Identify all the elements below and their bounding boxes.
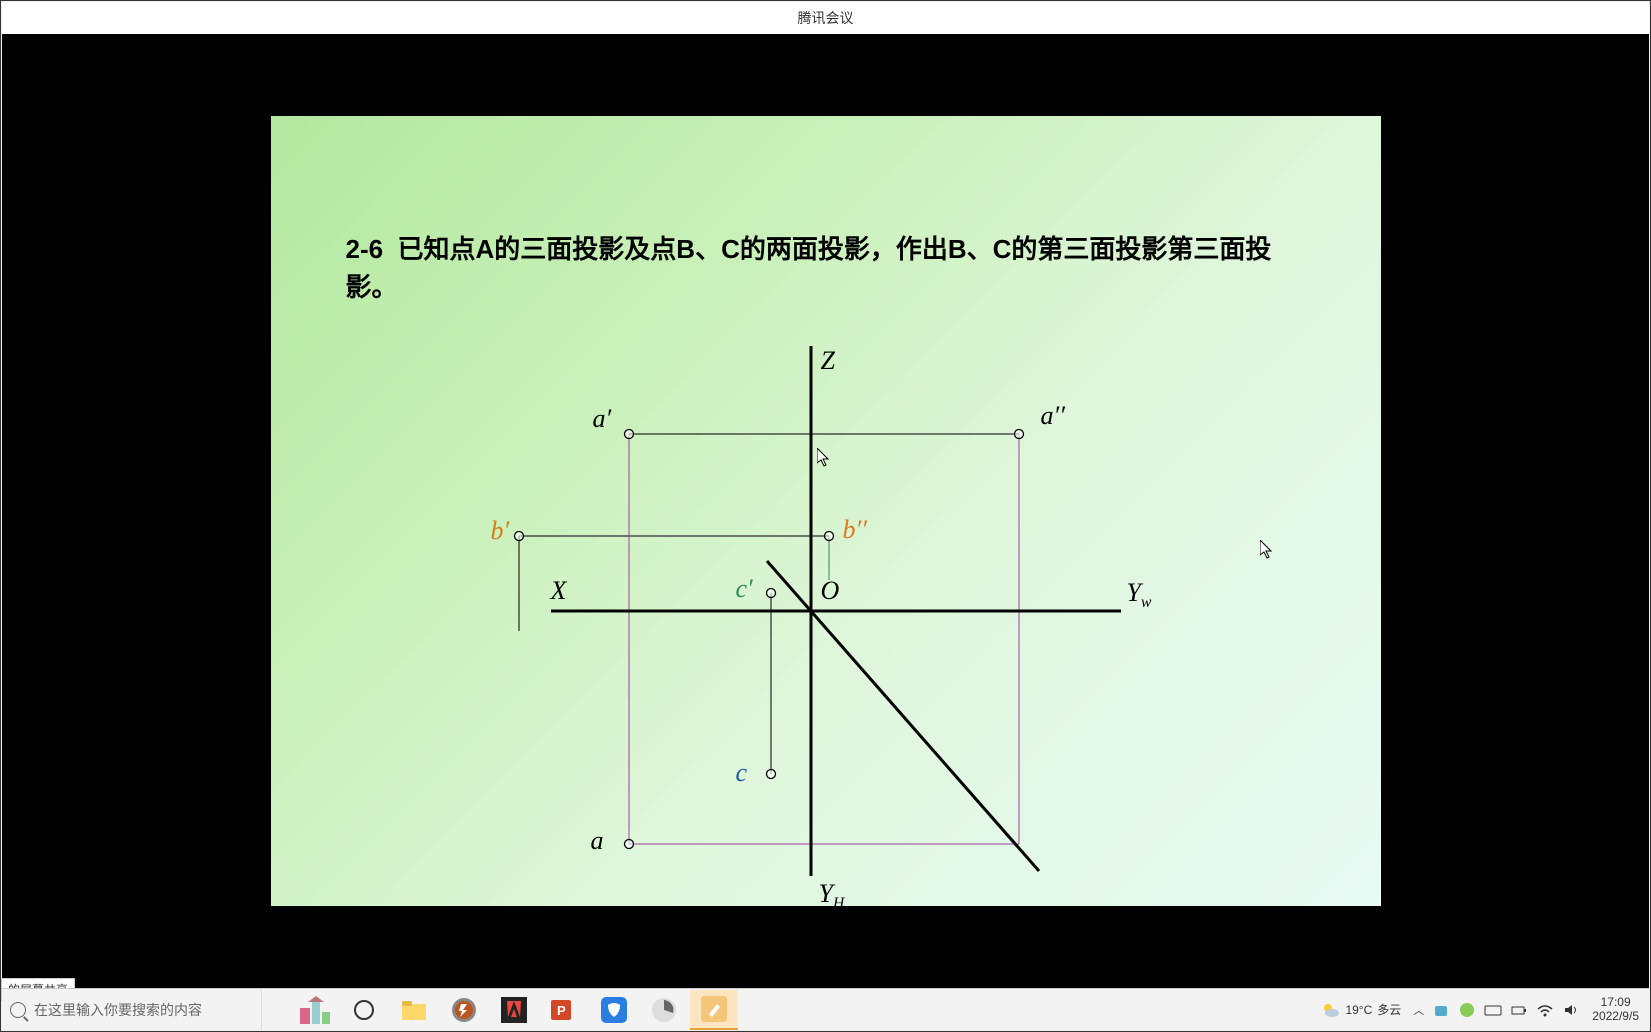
task-icons: P <box>290 989 738 1030</box>
notes-icon[interactable] <box>690 990 738 1030</box>
cursor-icon <box>817 448 831 468</box>
label-Z: Z <box>821 346 835 376</box>
label-a_dprime: a′′ <box>1041 401 1065 431</box>
label-c_prime: c′ <box>736 574 753 604</box>
projection-diagram: ZXOYwYHa′a′′ab′b′′c′c <box>531 316 1171 896</box>
svg-text:P: P <box>557 1003 566 1018</box>
weather-widget[interactable]: 19°C 多云 <box>1320 1000 1401 1020</box>
wifi-icon[interactable] <box>1536 1001 1554 1019</box>
clock[interactable]: 17:09 2022/9/5 <box>1592 996 1639 1024</box>
explorer-icon[interactable] <box>390 990 438 1030</box>
chevron-up-icon[interactable]: ︿ <box>1413 1002 1424 1018</box>
weather-cond: 多云 <box>1377 1001 1401 1018</box>
tray-icon-2[interactable] <box>1458 1001 1476 1019</box>
clock-date: 2022/9/5 <box>1592 1010 1639 1024</box>
label-c: c <box>736 758 748 788</box>
search-box[interactable]: 在这里输入你要搜索的内容 <box>2 990 262 1030</box>
search-placeholder: 在这里输入你要搜索的内容 <box>34 1000 202 1020</box>
question-text: 2-6 已知点A的三面投影及点B、C的两面投影，作出B、C的第三面投影第三面投影… <box>346 231 1321 306</box>
clock-time: 17:09 <box>1592 996 1639 1010</box>
meeting-icon[interactable] <box>590 990 638 1030</box>
label-b_prime: b′ <box>491 516 510 546</box>
label-a: a <box>591 826 604 856</box>
app-title: 腾讯会议 <box>798 8 854 28</box>
battery-icon[interactable] <box>1510 1001 1528 1019</box>
volume-icon[interactable] <box>1562 1001 1580 1019</box>
label-Yw: Yw <box>1127 578 1152 612</box>
tray-icon-1[interactable] <box>1432 1001 1450 1019</box>
taskbar-app-icon[interactable] <box>290 990 338 1030</box>
powerpoint-icon[interactable]: P <box>540 990 588 1030</box>
cursor-icon <box>1260 540 1274 560</box>
diagram-svg <box>531 316 1171 896</box>
slide: 2-6 已知点A的三面投影及点B、C的两面投影，作出B、C的第三面投影第三面投影… <box>271 116 1381 906</box>
search-icon <box>10 1002 26 1018</box>
question-prefix: 2-6 <box>346 234 384 264</box>
keyboard-icon[interactable] <box>1484 1001 1502 1019</box>
weather-icon <box>1320 1000 1340 1020</box>
weather-temp: 19°C <box>1345 1003 1372 1017</box>
content-area: 2-6 已知点A的三面投影及点B、C的两面投影，作出B、C的第三面投影第三面投影… <box>2 34 1649 988</box>
system-tray: 19°C 多云 ︿ 17:09 2022/9/5 <box>1320 989 1649 1030</box>
label-b_dprime: b′′ <box>843 515 867 545</box>
app-icon-2[interactable] <box>640 990 688 1030</box>
adobe-icon[interactable] <box>490 990 538 1030</box>
cortana-icon[interactable] <box>340 990 388 1030</box>
flash-icon[interactable] <box>440 990 488 1030</box>
label-O: O <box>821 576 840 606</box>
tray-icons: ︿ <box>1413 1001 1580 1019</box>
window: 腾讯会议 2-6 已知点A的三面投影及点B、C的两面投影，作出B、C的第三面投影… <box>0 0 1651 1032</box>
taskbar[interactable]: 在这里输入你要搜索的内容 P <box>2 988 1649 1030</box>
label-X: X <box>551 576 567 606</box>
label-a_prime: a′ <box>593 404 612 434</box>
question-body: 已知点A的三面投影及点B、C的两面投影，作出B、C的第三面投影第三面投影。 <box>346 234 1272 302</box>
label-YH: YH <box>819 879 845 913</box>
title-bar: 腾讯会议 <box>2 2 1649 34</box>
